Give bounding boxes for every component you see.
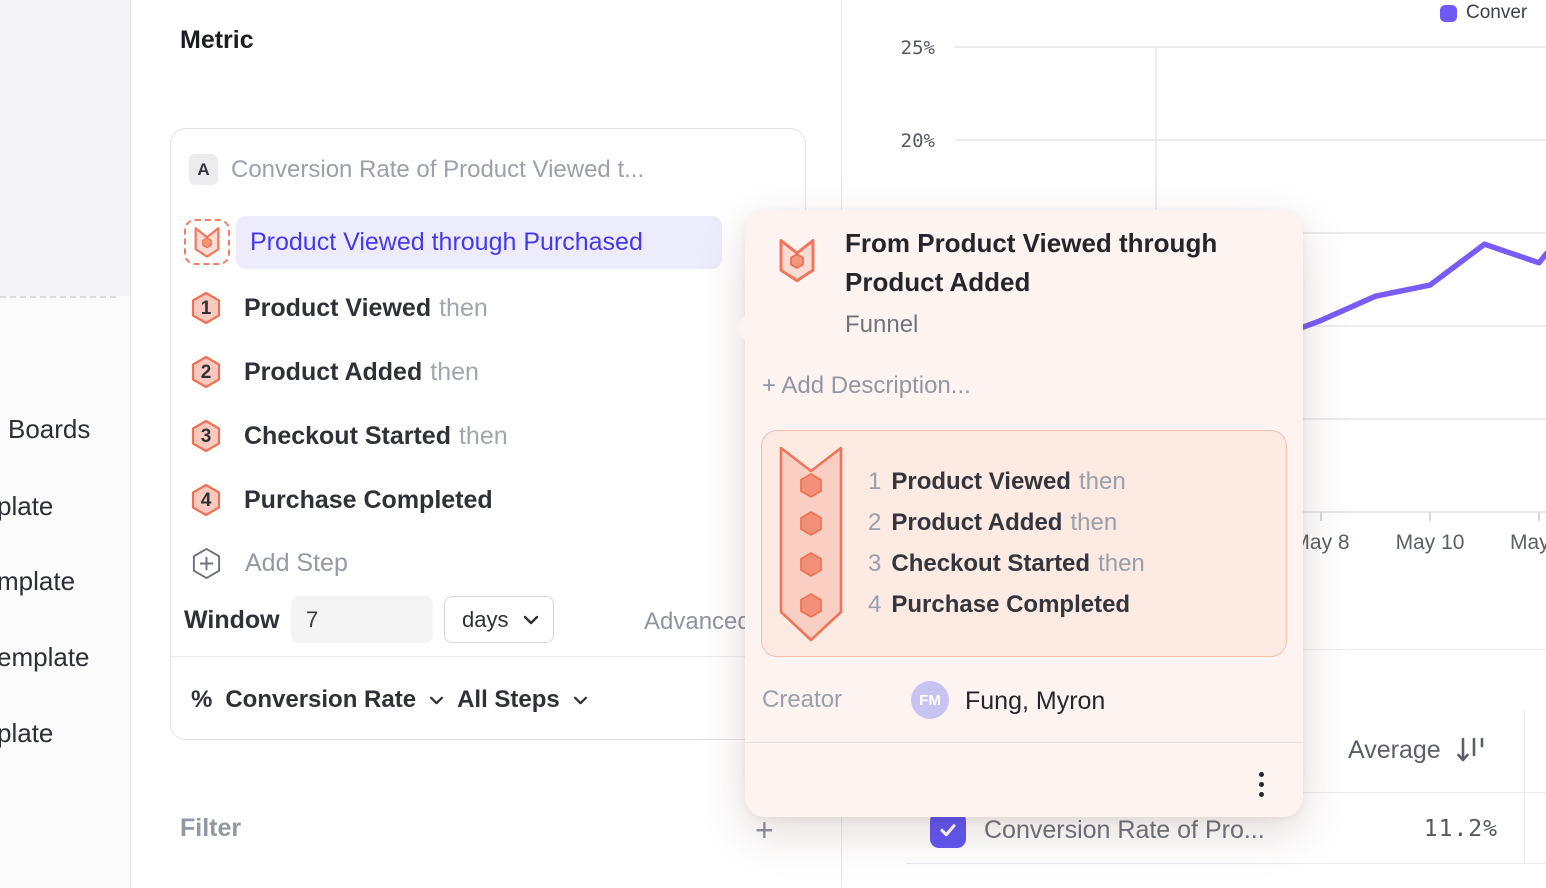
- chevron-down-icon[interactable]: [573, 696, 588, 705]
- window-label: Window: [184, 606, 280, 634]
- step-3-event: Checkout Started: [244, 421, 451, 450]
- sidebar-top-strip: [0, 0, 130, 296]
- step-2-hexagon-icon: 2: [191, 355, 221, 389]
- percent-symbol: %: [191, 686, 213, 713]
- steps-scope-dropdown[interactable]: All Steps: [457, 686, 560, 713]
- step-2-name: Product Added then: [244, 358, 479, 387]
- sidebar-divider: [0, 296, 116, 298]
- advanced-link[interactable]: Advanced: [644, 608, 751, 635]
- sidebar-item-template-4[interactable]: plate: [0, 718, 54, 748]
- step-2-then: then: [430, 357, 479, 386]
- svg-text:3: 3: [201, 426, 212, 447]
- window-value-input[interactable]: 7: [291, 596, 433, 643]
- step-1-then: then: [439, 293, 488, 322]
- chart-panel: Conver 25% 20% May 8 May 10 May Average: [842, 0, 1546, 888]
- svg-text:4: 4: [201, 490, 212, 511]
- sort-descending-icon[interactable]: [1456, 736, 1490, 766]
- step-3-name: Checkout Started then: [244, 422, 508, 451]
- svg-text:2: 2: [201, 362, 212, 383]
- step-1-name: Product Viewed then: [244, 294, 488, 323]
- popover-footer-divider: [745, 742, 1303, 743]
- series-checkbox[interactable]: [930, 812, 966, 848]
- x-tick-may12: May: [1510, 531, 1546, 554]
- table-row-border: [906, 863, 1546, 864]
- add-step-button[interactable]: Add Step: [191, 547, 348, 580]
- funnel-step-row-3[interactable]: 3 Checkout Started then: [190, 419, 770, 453]
- add-step-hexagon-plus-icon: [192, 548, 221, 579]
- metric-letter-badge: A: [189, 154, 218, 185]
- popover-chart-type: Funnel: [845, 311, 919, 338]
- card-footer-divider: [171, 656, 803, 657]
- funnel-selected-icon-frame[interactable]: [184, 219, 230, 265]
- funnel-step-row-2[interactable]: 2 Product Added then: [190, 355, 770, 389]
- legend-swatch: [1440, 4, 1457, 22]
- popover-step-1: 1 Product Viewed then: [868, 468, 1126, 495]
- popover-step-2: 2 Product Added then: [868, 509, 1118, 536]
- popover-title: From Product Viewed through Product Adde…: [845, 228, 1218, 297]
- creator-name: Fung, Myron: [965, 687, 1106, 715]
- step-3-hexagon-icon: 3: [191, 419, 221, 453]
- add-step-label: Add Step: [245, 549, 348, 577]
- sidebar-item-template-2[interactable]: mplate: [0, 566, 76, 596]
- metric-title[interactable]: Conversion Rate of Product Viewed t...: [231, 156, 645, 183]
- y-tick-20: 20%: [901, 130, 936, 152]
- filter-section-heading: Filter: [180, 814, 242, 842]
- series-average-value: 11.2%: [1423, 816, 1498, 842]
- legend-label: Conver: [1466, 2, 1528, 23]
- sidebar: Boards plate mplate emplate plate: [0, 0, 131, 888]
- window-unit-select[interactable]: days: [444, 596, 554, 643]
- step-4-hexagon-icon: 4: [191, 483, 221, 517]
- chart-legend[interactable]: Conver: [1440, 2, 1527, 24]
- sidebar-item-boards[interactable]: Boards: [8, 414, 91, 444]
- more-options-kebab-icon[interactable]: [1249, 766, 1273, 802]
- funnel-step-row-1[interactable]: 1 Product Viewed then: [190, 291, 770, 325]
- step-4-event: Purchase Completed: [244, 485, 493, 514]
- metric-section-heading: Metric: [180, 26, 254, 54]
- sidebar-item-template-1[interactable]: plate: [0, 491, 54, 521]
- chevron-down-icon[interactable]: [429, 696, 444, 705]
- step-3-then: then: [458, 421, 508, 450]
- creator-avatar: FM: [911, 681, 949, 719]
- step-1-hexagon-icon: 1: [191, 291, 221, 325]
- sidebar-item-template-3[interactable]: emplate: [0, 642, 90, 672]
- y-tick-25: 25%: [901, 37, 936, 59]
- funnel-icon: [779, 239, 815, 283]
- measurement-footer: % Conversion Rate All Steps: [191, 686, 588, 714]
- step-1-event: Product Viewed: [244, 293, 432, 322]
- popover-step-3: 3 Checkout Started then: [868, 550, 1145, 577]
- series-row-label[interactable]: Conversion Rate of Pro...: [984, 816, 1265, 844]
- svg-text:1: 1: [201, 298, 212, 319]
- average-column-header[interactable]: Average: [1348, 736, 1441, 764]
- window-unit-value: days: [462, 606, 509, 632]
- popover-step-4: 4 Purchase Completed: [868, 591, 1131, 618]
- popover-steps-box: 1 Product Viewed then 2 Product Added then 3…: [761, 430, 1287, 657]
- step-2-event: Product Added: [244, 357, 423, 386]
- funnel-banner-icon: [779, 446, 843, 642]
- funnel-step-row-4[interactable]: 4 Purchase Completed: [190, 483, 770, 517]
- funnel-icon: [194, 227, 220, 258]
- step-4-name: Purchase Completed: [244, 486, 493, 515]
- creator-label: Creator: [762, 686, 843, 713]
- checkmark-icon: [940, 824, 956, 837]
- metric-details-popover: From Product Viewed through Product Adde…: [732, 210, 1303, 817]
- metric-card: A Conversion Rate of Product Viewed t...…: [170, 128, 806, 740]
- measure-dropdown[interactable]: Conversion Rate: [225, 686, 417, 713]
- selected-funnel-event[interactable]: Product Viewed through Purchased: [236, 216, 722, 269]
- chevron-down-icon: [523, 615, 539, 624]
- add-filter-button[interactable]: +: [755, 812, 774, 848]
- add-description-button[interactable]: + Add Description...: [762, 372, 971, 399]
- conversion-line: [1263, 241, 1546, 344]
- table-column-divider: [1524, 710, 1525, 863]
- x-tick-may8: May 8: [1292, 531, 1349, 554]
- x-tick-may10: May 10: [1396, 531, 1465, 554]
